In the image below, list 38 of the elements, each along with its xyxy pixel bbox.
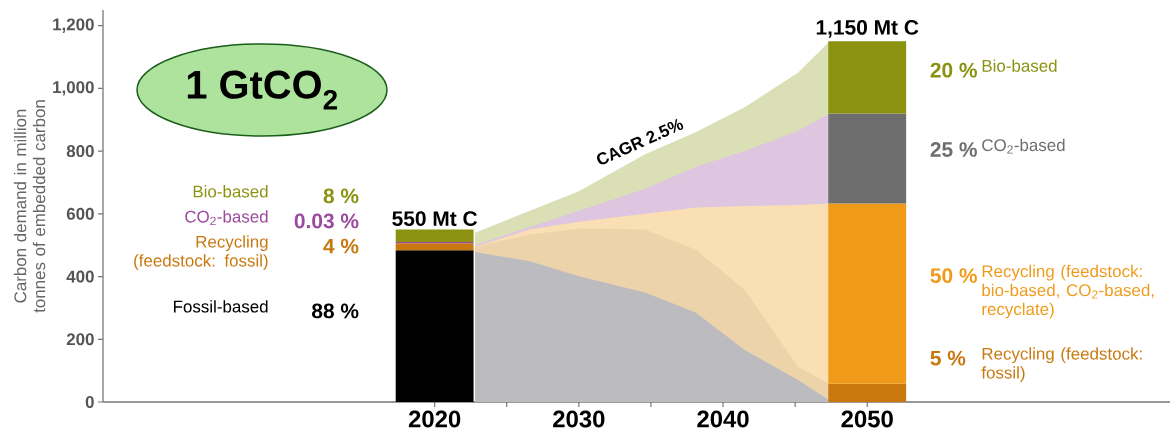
- annotation: 50 %: [930, 268, 977, 284]
- annotation: 1,150 Mt C: [816, 19, 919, 38]
- y-tick-label: 1,200: [53, 18, 94, 33]
- x-tick-label: 2020: [408, 410, 461, 428]
- y-tick-label: 0: [85, 396, 94, 408]
- text: CO$_{2}$-based: [982, 138, 1065, 154]
- bar: [395, 250, 474, 402]
- annotation: 1 GtCO$_{2}$: [187, 70, 338, 110]
- text: Recycling (feedstock: fossil): [134, 235, 268, 270]
- x-tick-label: 2030: [553, 410, 605, 428]
- text: Recycling (feedstock: fossil): [981, 347, 1142, 382]
- y-axis-title: Carbon demand in million tonnes of embedded carbon: [13, 100, 46, 313]
- y-tick-label: 800: [66, 145, 94, 158]
- text: Fossil-based: [174, 300, 268, 313]
- text: Bio-based: [193, 185, 268, 198]
- annotation: 550 Mt C: [392, 211, 478, 226]
- y-tick-label: 1,000: [53, 81, 94, 96]
- x-tick-label: 2050: [841, 410, 893, 428]
- bar: [395, 229, 474, 243]
- annotation: 5 %: [930, 350, 966, 366]
- y-tick-label: 200: [66, 333, 94, 346]
- bar: [828, 203, 907, 384]
- annotation: 20 %: [930, 62, 977, 78]
- annotation: 25 %: [930, 142, 977, 157]
- text: Recycling (feedstock: bio-based, CO$_{2}$-based, recyclate): [982, 264, 1154, 319]
- annotation: 4 %: [323, 238, 359, 254]
- text: CO$_{2}$-based: [185, 210, 268, 226]
- bar: [395, 243, 474, 251]
- annotation: 8 %: [323, 188, 359, 204]
- annotation: 0.03 %: [294, 213, 359, 229]
- bar: [828, 383, 907, 402]
- bar: [828, 41, 907, 114]
- text: Bio-based: [982, 59, 1057, 72]
- y-tick-label: 400: [66, 270, 94, 283]
- bar: [828, 113, 907, 204]
- annotation: 88 %: [311, 303, 359, 319]
- y-tick-label: 600: [66, 207, 94, 220]
- x-tick-label: 2040: [697, 410, 749, 428]
